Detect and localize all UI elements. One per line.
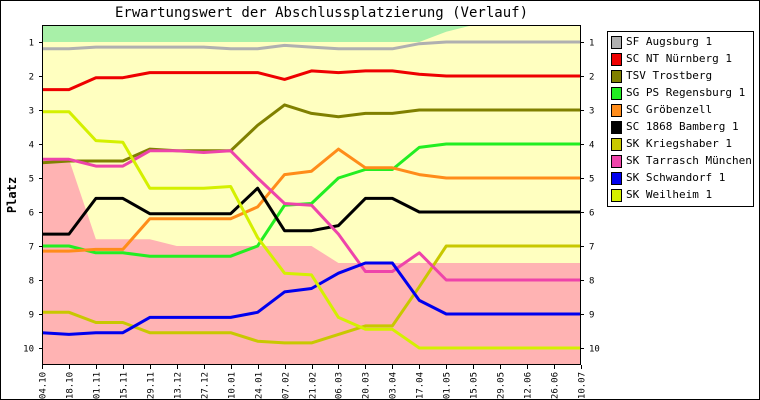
legend-swatch [611,36,622,49]
legend: SF Augsburg 1 SC NT Nürnberg 1 TSV Trostbe… [607,31,760,207]
y-tick-label-right: 8 [589,277,594,287]
legend-label: SC NT Nürnberg 1 [626,52,732,65]
x-tick-label: 10.07 [578,372,588,399]
y-tick-label-right: 6 [589,209,594,219]
x-tick-label: 20.03 [362,372,372,399]
x-tick-label: 07.02 [282,372,292,399]
x-tick-label: 29.11 [147,372,157,399]
x-tick-label: 04.10 [39,372,49,399]
y-tick-label-left: 2 [29,73,34,83]
legend-swatch [611,155,622,168]
x-tick-label: 15.11 [120,372,130,399]
legend-swatch [611,121,622,134]
x-tick-label: 01.05 [443,372,453,399]
x-tick-label: 21.02 [309,372,319,399]
band-0 [42,25,581,42]
y-tick-label-left: 7 [29,243,34,253]
series-line-7 [42,149,581,282]
legend-label: SK Schwandorf 1 [626,171,726,184]
series-line-3 [42,142,581,258]
legend-label: SK Tarrasch München 1 [626,154,760,167]
y-tick-label-right: 4 [589,141,594,151]
legend-swatch [611,53,622,66]
y-tick-label-left: 9 [29,311,34,321]
legend-label: SG PS Regensburg 1 [626,86,746,99]
series-line-8 [41,261,581,336]
y-axis-label: Platz [5,177,19,213]
legend-label: TSV Trostberg [626,69,713,82]
legend-swatch [611,172,622,185]
y-tick-label-right: 5 [589,175,594,185]
y-tick-label-left: 10 [23,345,34,355]
y-tick-label-left: 1 [29,39,34,49]
x-tick-label: 06.03 [335,372,345,399]
x-tick-label: 17.04 [416,372,426,399]
plot-frame [42,25,581,365]
x-tick-label: 12.06 [524,372,534,399]
y-tick-label-left: 4 [29,141,34,151]
legend-swatch [611,138,622,151]
x-tick-label: 26.06 [551,372,561,399]
y-tick-label-right: 9 [589,311,594,321]
legend-label: SC Gröbenzell [626,103,713,116]
y-tick-label-right: 10 [589,345,600,355]
series-line-0 [42,40,581,51]
x-tick-label: 29.05 [497,372,507,399]
legend-swatch [611,189,622,202]
y-tick-label-right: 2 [589,73,594,83]
y-tick-label-left: 8 [29,277,34,287]
chart-title: Erwartungswert der Abschlussplatzierung … [115,5,528,21]
x-tick-label: 18.10 [66,372,76,399]
x-tick-label: 15.05 [470,372,480,399]
x-tick-label: 13.12 [174,372,184,399]
legend-swatch [611,104,622,117]
series-line-4 [42,147,581,253]
legend-label: SC 1868 Bamberg 1 [626,120,739,133]
x-tick-label: 24.01 [255,372,265,399]
y-tick-label-left: 6 [29,209,34,219]
series-line-9 [42,110,581,350]
legend-label: SK Weilheim 1 [626,188,713,201]
series-line-5 [42,186,581,236]
x-tick-label: 03.04 [389,372,399,399]
y-tick-label-right: 1 [589,39,594,49]
legend-label: SF Augsburg 1 [626,35,713,48]
y-tick-label-left: 5 [29,175,34,185]
legend-label: SK Kriegshaber 1 [626,137,732,150]
series-line-1 [42,69,581,92]
y-tick-label-left: 3 [29,107,34,117]
legend-swatch [611,87,622,100]
y-tick-label-right: 7 [589,243,594,253]
y-tick-label-right: 3 [589,107,594,117]
x-tick-label: 27.12 [201,372,211,399]
x-tick-label: 01.11 [93,372,103,399]
legend-swatch [611,70,622,83]
x-tick-label: 10.01 [228,372,238,399]
